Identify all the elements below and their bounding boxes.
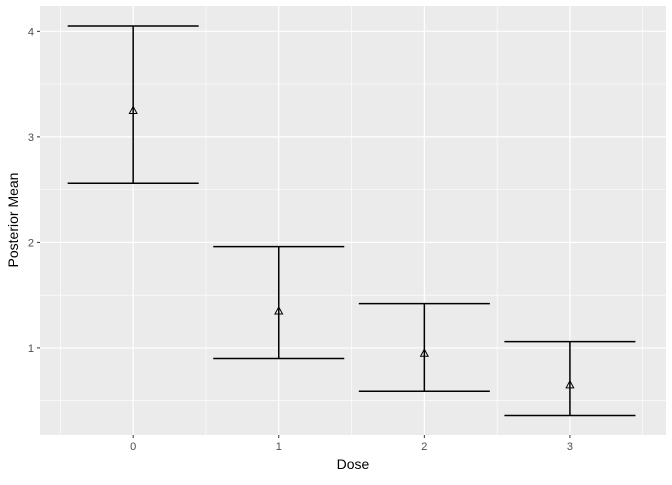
x-tick-label: 2	[421, 441, 427, 453]
y-tick-label: 2	[28, 237, 34, 249]
x-tick-label: 3	[567, 441, 573, 453]
axes: 1 2 3 4 0 1 2 3	[28, 26, 573, 453]
mean-point-triangle	[128, 105, 138, 114]
mean-point-triangle	[565, 379, 575, 389]
x-axis-label: Dose	[337, 456, 370, 472]
mean-point-triangle	[419, 348, 429, 357]
y-tick-label: 3	[28, 132, 34, 144]
error-bars	[67, 25, 636, 417]
y-axis-label: Posterior Mean	[5, 173, 21, 268]
y-tick-label: 1	[28, 343, 34, 355]
x-tick-label: 0	[130, 441, 136, 453]
mean-point-triangle	[274, 305, 284, 315]
x-tick-label: 1	[276, 441, 282, 453]
gridlines	[40, 6, 666, 435]
y-tick-label: 4	[28, 26, 34, 38]
panel-background	[40, 6, 666, 435]
